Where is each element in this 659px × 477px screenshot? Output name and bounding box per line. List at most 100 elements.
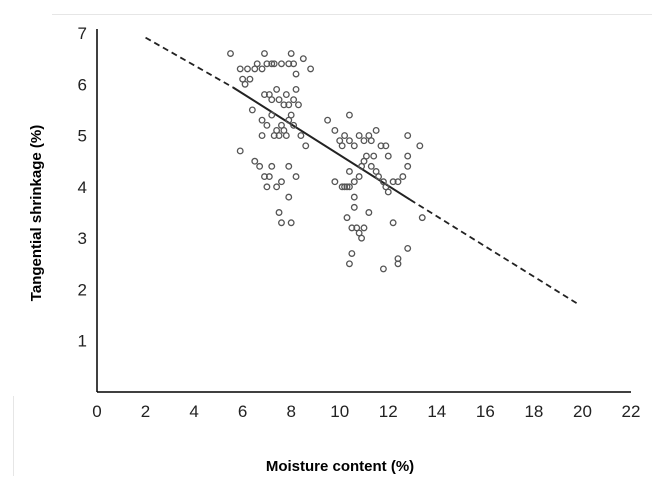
- data-point: [268, 111, 276, 119]
- data-point: [258, 116, 266, 124]
- data-point: [307, 65, 315, 73]
- data-point: [365, 209, 373, 216]
- data-point: [261, 173, 268, 181]
- data-point: [251, 157, 259, 165]
- y-tick-label: 1: [78, 332, 87, 351]
- y-tick-label: 2: [78, 280, 87, 299]
- data-point: [285, 162, 293, 170]
- data-point: [350, 193, 358, 201]
- data-point: [324, 116, 332, 124]
- data-point: [282, 91, 290, 98]
- data-point: [227, 50, 234, 57]
- x-tick-label: 2: [141, 402, 150, 421]
- x-tick-label: 18: [524, 402, 543, 421]
- data-point: [372, 126, 380, 134]
- data-point: [358, 234, 366, 242]
- data-point: [389, 219, 397, 227]
- x-tick-label: 16: [476, 402, 495, 421]
- data-point: [290, 60, 298, 68]
- data-point: [384, 188, 392, 196]
- x-tick-label: 20: [573, 402, 592, 421]
- data-point: [341, 132, 349, 140]
- data-point: [331, 126, 339, 134]
- data-point: [370, 152, 378, 160]
- data-point: [331, 178, 339, 186]
- data-point: [297, 132, 305, 140]
- data-point: [261, 91, 268, 98]
- data-point: [350, 142, 358, 150]
- data-point: [345, 260, 353, 268]
- data-point: [416, 142, 424, 150]
- data-point: [343, 183, 351, 191]
- data-point: [290, 96, 298, 104]
- data-point: [341, 183, 349, 191]
- regression-lines: [145, 36, 579, 305]
- data-point: [287, 50, 295, 57]
- data-point: [285, 60, 293, 68]
- data-point: [275, 96, 283, 104]
- data-point: [273, 85, 281, 93]
- y-tick-label: 7: [78, 24, 87, 43]
- regression-line-dashed: [145, 36, 234, 89]
- data-point: [261, 50, 268, 57]
- data-point: [280, 101, 288, 109]
- data-point: [270, 60, 278, 68]
- data-point: [404, 132, 412, 140]
- data-point: [399, 173, 407, 181]
- data-point: [377, 142, 385, 150]
- x-tick-label: 0: [92, 402, 101, 421]
- y-tick-label: 4: [78, 178, 87, 197]
- data-point: [236, 65, 244, 73]
- x-tick-label: 6: [238, 402, 247, 421]
- data-point: [404, 244, 412, 252]
- x-tick-label: 22: [622, 402, 641, 421]
- data-point: [418, 214, 426, 222]
- data-point: [367, 137, 375, 145]
- data-point: [248, 106, 256, 114]
- data-point: [268, 162, 276, 170]
- data-point: [270, 132, 278, 140]
- x-tick-label: 8: [286, 402, 295, 421]
- data-points: [227, 50, 426, 273]
- data-point: [338, 142, 346, 150]
- data-point: [350, 178, 358, 186]
- data-point: [379, 265, 387, 273]
- data-point: [367, 162, 375, 170]
- x-tick-label: 14: [427, 402, 446, 421]
- x-tick-label: 4: [189, 402, 198, 421]
- data-point: [246, 75, 254, 83]
- data-point: [348, 224, 356, 232]
- data-point: [244, 65, 251, 73]
- data-point: [360, 137, 368, 145]
- data-point: [355, 173, 363, 181]
- data-point: [345, 111, 353, 119]
- data-point: [375, 173, 383, 181]
- y-tick-labels: 1 2 3 4 5 6 7: [78, 24, 87, 351]
- data-point: [384, 152, 392, 160]
- data-point: [295, 101, 302, 109]
- data-point: [355, 132, 363, 140]
- data-point: [265, 173, 273, 181]
- data-point: [280, 126, 288, 134]
- data-point: [389, 178, 397, 186]
- data-point: [273, 183, 281, 191]
- data-point: [345, 183, 353, 191]
- data-point: [278, 178, 285, 186]
- data-point: [275, 132, 283, 140]
- data-point: [394, 178, 402, 186]
- data-point: [299, 55, 307, 63]
- data-point: [263, 183, 271, 191]
- frame-divider-left: [13, 396, 14, 476]
- data-point: [256, 162, 264, 170]
- data-point: [258, 132, 266, 140]
- x-axis-title: Moisture content (%): [266, 458, 414, 475]
- data-point: [345, 137, 353, 145]
- data-point: [404, 162, 412, 170]
- data-point: [263, 121, 271, 129]
- data-point: [290, 121, 298, 129]
- data-point: [343, 214, 351, 222]
- x-tick-label: 12: [379, 402, 398, 421]
- data-point: [382, 142, 390, 150]
- frame-divider-top: [52, 14, 652, 15]
- data-point: [287, 111, 295, 119]
